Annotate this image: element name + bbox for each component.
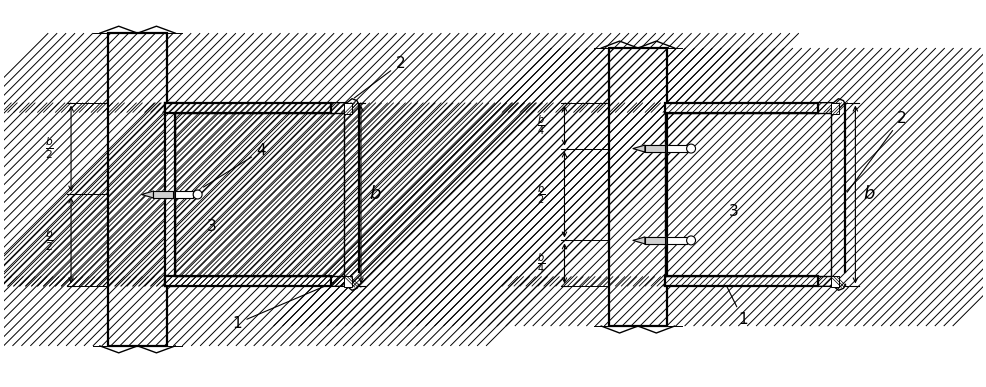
Bar xyxy=(667,237,686,244)
Bar xyxy=(344,276,352,287)
Text: 3: 3 xyxy=(207,219,217,234)
Bar xyxy=(166,276,331,286)
Circle shape xyxy=(686,236,695,245)
Text: $\frac{b}{2}$: $\frac{b}{2}$ xyxy=(44,136,53,161)
Text: 2: 2 xyxy=(846,111,906,192)
Bar xyxy=(665,276,816,286)
Bar xyxy=(830,276,838,287)
Polygon shape xyxy=(644,145,665,152)
Text: $\frac{b}{4}$: $\frac{b}{4}$ xyxy=(536,114,544,137)
Bar xyxy=(344,103,352,113)
Bar xyxy=(667,145,686,152)
Text: 3: 3 xyxy=(728,204,738,219)
Polygon shape xyxy=(644,237,665,244)
Bar xyxy=(166,103,176,286)
Bar xyxy=(608,48,667,326)
Polygon shape xyxy=(632,237,644,244)
Text: 4: 4 xyxy=(203,143,266,187)
Circle shape xyxy=(193,190,202,199)
Text: $\frac{b}{2}$: $\frac{b}{2}$ xyxy=(536,183,544,206)
Bar xyxy=(176,191,193,198)
Bar xyxy=(166,103,331,113)
Text: $\frac{b}{2}$: $\frac{b}{2}$ xyxy=(44,228,53,253)
Text: 1: 1 xyxy=(725,284,747,327)
Circle shape xyxy=(686,144,695,153)
Bar xyxy=(830,103,838,113)
Text: $\frac{b}{4}$: $\frac{b}{4}$ xyxy=(536,252,544,275)
Bar xyxy=(665,103,816,113)
Bar xyxy=(107,33,168,346)
Polygon shape xyxy=(632,145,644,152)
Text: $b$: $b$ xyxy=(862,185,875,204)
Text: 2: 2 xyxy=(354,56,405,98)
Polygon shape xyxy=(153,191,174,198)
Polygon shape xyxy=(141,191,153,198)
Text: 1: 1 xyxy=(232,283,333,331)
Text: $b$: $b$ xyxy=(368,185,381,204)
